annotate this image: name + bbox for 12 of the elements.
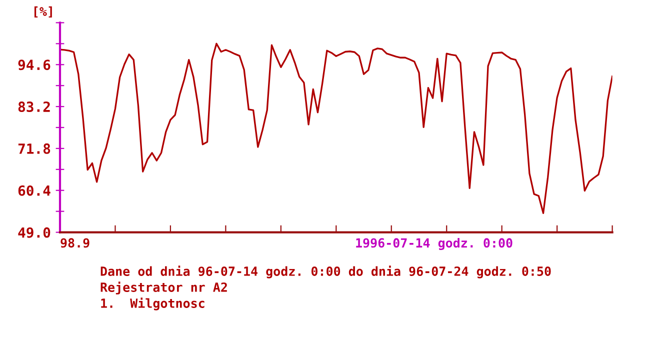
text: Rejestrator nr A2 xyxy=(100,282,227,294)
y-tick-label: 71.8 xyxy=(18,143,50,154)
text: Dane od dnia 96-07-14 godz. 0:00 do dnia 96-07-24 godz. 0:50 xyxy=(100,266,551,278)
y-tick-label: 60.4 xyxy=(18,185,50,196)
y-axis-title: [%] xyxy=(34,6,52,18)
text: 98.9 xyxy=(60,238,90,248)
y-tick-label: 94.6 xyxy=(18,60,50,70)
line-series xyxy=(60,42,612,214)
text: 1. Wilgotnosc xyxy=(101,298,204,310)
text: 1996-07-14 godz. 0:00 xyxy=(356,238,512,250)
y-tick-label: 49.0 xyxy=(18,227,50,238)
y-tick-label: 83.2 xyxy=(18,102,50,112)
